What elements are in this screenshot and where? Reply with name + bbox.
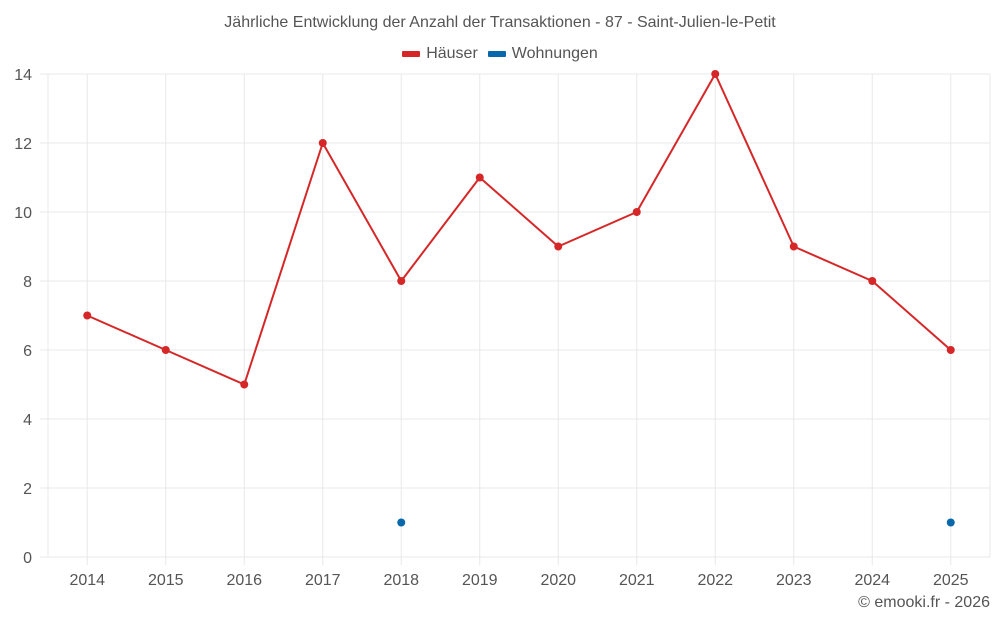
y-tick-label: 0 — [23, 550, 32, 567]
series-wohnungen — [397, 518, 955, 527]
y-tick-label: 14 — [14, 67, 32, 84]
x-tick-label: 2019 — [462, 572, 498, 589]
y-tick-label: 4 — [23, 412, 32, 429]
y-tick-label: 8 — [23, 274, 32, 291]
chart-series — [83, 70, 955, 527]
legend-swatch-haeuser — [402, 51, 421, 57]
x-tick-label: 2018 — [383, 572, 419, 589]
data-point[interactable] — [632, 208, 641, 216]
y-tick-label: 12 — [14, 136, 32, 153]
data-point[interactable] — [554, 242, 563, 251]
x-tick-label: 2023 — [776, 572, 812, 589]
x-tick-label: 2025 — [933, 572, 969, 589]
legend-swatch-wohnungen — [487, 51, 506, 57]
x-axis: 2014 2015 2016 2017 2018 2019 2020 2021 2022 2023… — [69, 572, 968, 589]
data-point[interactable] — [789, 242, 798, 251]
y-tick-label: 2 — [23, 481, 32, 498]
data-point[interactable] — [161, 346, 170, 354]
x-tick-label: 2016 — [226, 572, 262, 589]
x-tick-label: 2021 — [619, 572, 655, 589]
series-line — [86, 73, 952, 386]
data-point[interactable] — [397, 518, 406, 527]
data-point[interactable] — [475, 173, 484, 182]
x-tick-label: 2024 — [854, 572, 890, 589]
legend-label-wohnungen: Wohnungen — [511, 45, 598, 62]
y-tick-label: 10 — [14, 205, 32, 222]
data-point[interactable] — [946, 346, 955, 354]
copyright-credit: © emooki.fr - 2026 — [858, 594, 990, 611]
data-point[interactable] — [711, 70, 720, 78]
data-point[interactable] — [240, 380, 249, 389]
x-tick-label: 2014 — [69, 572, 105, 589]
x-tick-label: 2015 — [148, 572, 184, 589]
legend-label-haeuser: Häuser — [426, 45, 478, 62]
data-point[interactable] — [318, 139, 327, 147]
data-point[interactable] — [397, 277, 406, 285]
chart-grid — [40, 73, 991, 565]
data-point[interactable] — [83, 311, 92, 320]
x-tick-label: 2022 — [697, 572, 733, 589]
chart-legend: Häuser Wohnungen — [0, 45, 1000, 63]
y-axis: 0 2 4 6 8 10 12 14 — [14, 67, 32, 567]
y-tick-label: 6 — [23, 343, 32, 360]
data-point[interactable] — [946, 518, 955, 527]
series-häuser — [83, 70, 955, 389]
legend-item-haeuser[interactable]: Häuser — [402, 45, 478, 63]
x-tick-label: 2017 — [305, 572, 341, 589]
data-point[interactable] — [868, 277, 877, 285]
chart-title: Jährliche Entwicklung der Anzahl der Tra… — [224, 14, 776, 31]
x-tick-label: 2020 — [540, 572, 576, 589]
legend-item-wohnungen[interactable]: Wohnungen — [487, 45, 598, 63]
